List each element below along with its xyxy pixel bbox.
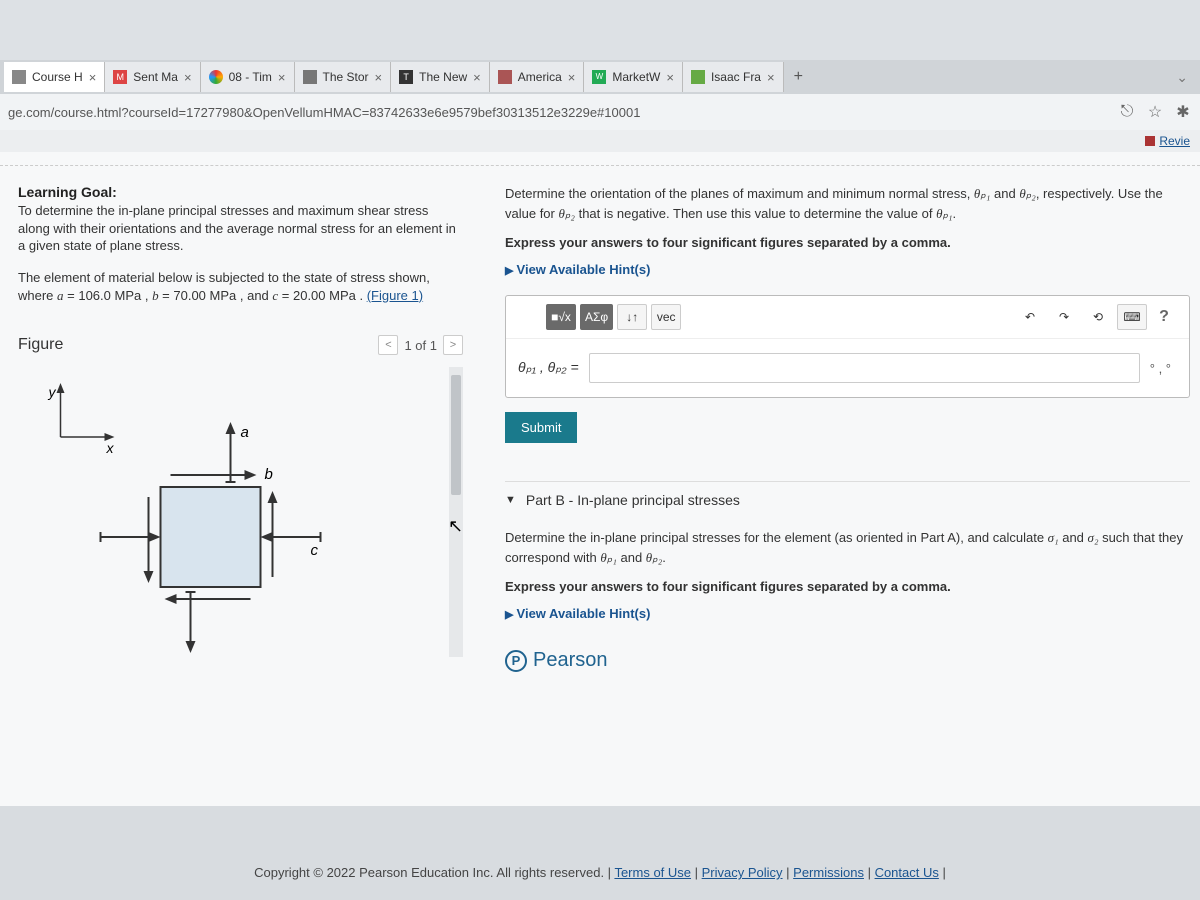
scrollbar-thumb[interactable] <box>451 375 461 495</box>
svg-text:x: x <box>106 440 115 456</box>
contact-link[interactable]: Contact Us <box>875 865 939 880</box>
tab-sent[interactable]: MSent Ma× <box>105 62 200 92</box>
learning-goal-body: To determine the in-plane principal stre… <box>18 202 463 255</box>
figure-canvas: y x a b <box>18 367 463 657</box>
learning-goal-title: Learning Goal: <box>18 184 463 200</box>
tab-market[interactable]: WMarketW× <box>584 62 683 92</box>
figure-title: Figure <box>18 336 63 354</box>
figure-pager: < 1 of 1 > <box>378 335 463 355</box>
arrows-button[interactable]: ↓↑ <box>617 304 647 330</box>
close-icon[interactable]: × <box>473 70 481 85</box>
tab-icon <box>498 70 512 84</box>
svg-text:b: b <box>265 466 273 483</box>
tab-icon <box>12 70 26 84</box>
pager-prev-button[interactable]: < <box>378 335 398 355</box>
answer-box: ■√x ΑΣφ ↓↑ vec ↶ ↷ ⟲ ⌨ ? θₚ₁ , θₚ₂ = ° ,… <box>505 295 1190 398</box>
close-icon[interactable]: × <box>666 70 674 85</box>
undo-button[interactable]: ↶ <box>1015 304 1045 330</box>
part-b-instructions: Express your answers to four significant… <box>505 579 1190 594</box>
figure-scrollbar[interactable] <box>449 367 463 657</box>
help-button[interactable]: ? <box>1151 304 1177 330</box>
view-hints-link[interactable]: View Available Hint(s) <box>505 262 1190 277</box>
footer: Copyright © 2022 Pearson Education Inc. … <box>0 865 1200 880</box>
part-b-hints-link[interactable]: View Available Hint(s) <box>505 606 1190 621</box>
extension-icon[interactable]: ✱ <box>1174 103 1192 121</box>
figure-link[interactable]: (Figure 1) <box>367 288 423 303</box>
units-label: ° , ° <box>1150 361 1177 376</box>
question-text: Determine the orientation of the planes … <box>505 184 1190 223</box>
tab-icon: T <box>399 70 413 84</box>
answer-input[interactable] <box>589 353 1140 383</box>
tabs-dropdown-icon[interactable]: ⌄ <box>1168 69 1196 86</box>
tab-icon <box>209 70 223 84</box>
address-bar: ge.com/course.html?courseId=17277980&Ope… <box>0 94 1200 130</box>
share-icon[interactable]: ⎋ <box>1118 103 1136 121</box>
privacy-link[interactable]: Privacy Policy <box>702 865 783 880</box>
close-icon[interactable]: × <box>767 70 775 85</box>
tab-stor[interactable]: The Stor× <box>295 62 392 92</box>
tab-icon <box>303 70 317 84</box>
svg-text:y: y <box>48 384 57 400</box>
terms-link[interactable]: Terms of Use <box>614 865 691 880</box>
greek-button[interactable]: ΑΣφ <box>580 304 613 330</box>
tab-course[interactable]: Course H× <box>4 62 105 92</box>
tab-08[interactable]: 08 - Tim× <box>201 62 295 92</box>
browser-tabs: Course H× MSent Ma× 08 - Tim× The Stor× … <box>0 60 1200 94</box>
new-tab-button[interactable]: + <box>784 68 813 86</box>
left-panel: Learning Goal: To determine the in-plane… <box>0 166 475 806</box>
redo-button[interactable]: ↷ <box>1049 304 1079 330</box>
tab-isaac[interactable]: Isaac Fra× <box>683 62 784 92</box>
tab-icon <box>691 70 705 84</box>
input-label: θₚ₁ , θₚ₂ = <box>518 359 579 377</box>
close-icon[interactable]: × <box>375 70 383 85</box>
close-icon[interactable]: × <box>568 70 576 85</box>
star-icon[interactable]: ☆ <box>1146 103 1164 121</box>
element-description: The element of material below is subject… <box>18 269 463 305</box>
close-icon[interactable]: × <box>278 70 286 85</box>
tab-icon: M <box>113 70 127 84</box>
pearson-logo: P Pearson <box>505 649 1190 672</box>
divider <box>0 152 1200 166</box>
pearson-icon: P <box>505 650 527 672</box>
templates-button[interactable]: ■√x <box>546 304 576 330</box>
review-link[interactable]: Revie <box>1145 134 1190 148</box>
reset-button[interactable]: ⟲ <box>1083 304 1113 330</box>
close-icon[interactable]: × <box>184 70 192 85</box>
tab-new[interactable]: TThe New× <box>391 62 490 92</box>
url-text[interactable]: ge.com/course.html?courseId=17277980&Ope… <box>8 105 1108 120</box>
answer-instructions: Express your answers to four significant… <box>505 235 1190 250</box>
keyboard-button[interactable]: ⌨ <box>1117 304 1147 330</box>
vec-button[interactable]: vec <box>651 304 681 330</box>
pager-next-button[interactable]: > <box>443 335 463 355</box>
tab-america[interactable]: America× <box>490 62 585 92</box>
close-icon[interactable]: × <box>89 70 97 85</box>
part-b-header[interactable]: Part B - In-plane principal stresses <box>505 481 1190 508</box>
permissions-link[interactable]: Permissions <box>793 865 864 880</box>
equation-toolbar: ■√x ΑΣφ ↓↑ vec ↶ ↷ ⟲ ⌨ ? <box>506 296 1189 339</box>
right-panel: Determine the orientation of the planes … <box>475 166 1200 806</box>
svg-text:c: c <box>311 542 319 559</box>
submit-button[interactable]: Submit <box>505 412 577 443</box>
svg-text:a: a <box>241 424 249 441</box>
pager-text: 1 of 1 <box>404 338 437 353</box>
part-b-text: Determine the in-plane principal stresse… <box>505 528 1190 567</box>
tab-icon: W <box>592 70 606 84</box>
